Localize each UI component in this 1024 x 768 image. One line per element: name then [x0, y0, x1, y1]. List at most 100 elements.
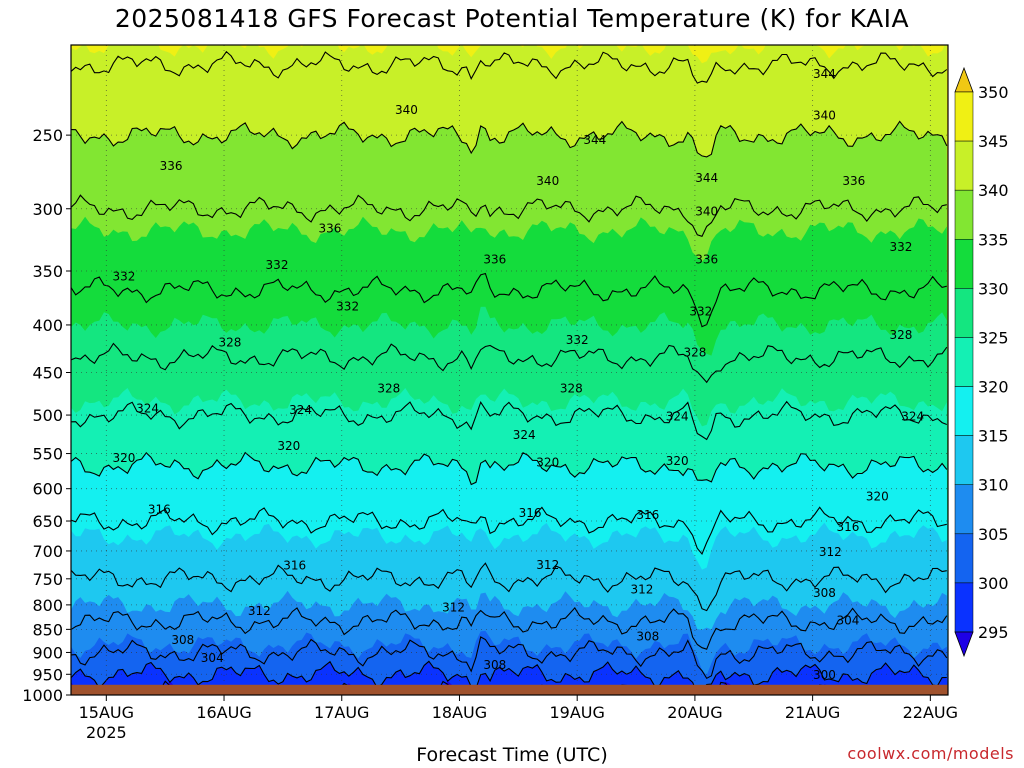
colorbar-swatch — [954, 288, 974, 338]
contour-label: 332 — [336, 299, 359, 313]
contour-label: 316 — [148, 503, 171, 517]
contour-label: 312 — [819, 545, 842, 559]
contour-300 — [71, 660, 947, 694]
contour-label: 328 — [889, 328, 912, 342]
x-axis-label: Forecast Time (UTC) — [416, 744, 608, 766]
contour-label: 332 — [566, 333, 589, 347]
contour-336 — [71, 194, 947, 237]
chart-title: 2025081418 GFS Forecast Potential Temper… — [114, 4, 910, 33]
colorbar-swatch — [954, 189, 974, 240]
contour-label: 324 — [136, 402, 159, 416]
contour-label: 340 — [395, 103, 418, 117]
contour-label: 300 — [813, 668, 836, 682]
x-tick-label: 17AUG — [314, 703, 369, 722]
colorbar-label: 350 — [978, 83, 1009, 102]
x-tick-label: 15AUG — [79, 703, 134, 722]
x-tick-label: 22AUG — [903, 703, 958, 722]
colorbar-swatch — [954, 582, 974, 633]
y-tick-label: 450 — [32, 364, 63, 383]
y-tick-label: 250 — [32, 126, 63, 145]
theta-contours — [71, 0, 948, 695]
contour-320 — [71, 451, 948, 486]
contour-label: 332 — [689, 305, 712, 319]
y-tick-label: 750 — [32, 570, 63, 589]
contour-308 — [71, 606, 948, 650]
colorbar-label: 330 — [978, 279, 1009, 298]
contour-label: 304 — [836, 614, 859, 628]
colorbar-swatch — [954, 386, 974, 436]
contour-label: 312 — [248, 604, 271, 618]
colorbar-swatch — [954, 484, 974, 535]
contour-304 — [71, 636, 948, 680]
y-tick-label: 650 — [32, 512, 63, 531]
colorbar-top-arrow — [954, 66, 974, 93]
contour-324 — [71, 400, 948, 441]
contour-label: 308 — [636, 629, 659, 643]
contour-label: 336 — [319, 221, 342, 235]
colorbar-swatch — [954, 140, 974, 191]
contour-label: 328 — [683, 345, 706, 359]
colorbar-label: 315 — [978, 427, 1009, 446]
contour-label: 312 — [630, 582, 653, 596]
y-axis: 250 300 350 400 450 500 550 600 650 700 750 800 850 9… — [22, 126, 71, 705]
contour-label: 324 — [289, 403, 312, 417]
contour-label: 332 — [113, 270, 136, 284]
y-tick-label: 1000 — [22, 686, 63, 705]
contour-label: 316 — [636, 508, 659, 522]
x-axis: 15AUG 16AUG 17AUG 18AUG 19AUG 20AUG 21AUG 22AUG… — [79, 695, 958, 742]
y-tick-label: 950 — [32, 665, 63, 684]
colorbar-label: 335 — [978, 230, 1009, 249]
contour-label: 336 — [483, 252, 506, 266]
contour-label: 320 — [666, 454, 689, 468]
ground-layer — [71, 684, 948, 695]
contour-label: 340 — [695, 204, 718, 218]
contour-348 — [71, 0, 947, 25]
contour-label: 328 — [377, 381, 400, 395]
contour-332 — [71, 272, 947, 328]
colorbar-label: 310 — [978, 476, 1009, 495]
contour-label: 320 — [113, 451, 136, 465]
colorbar-swatch — [954, 533, 974, 584]
contour-label: 344 — [813, 67, 836, 81]
contour-labels: 340 336 336 332 332 336 344 340 344 340 336 344 340 3… — [113, 67, 925, 682]
contour-label: 324 — [513, 428, 536, 442]
y-tick-label: 500 — [32, 406, 63, 425]
colorbar-label: 305 — [978, 525, 1009, 544]
y-tick-label: 300 — [32, 200, 63, 219]
contour-label: 316 — [283, 559, 306, 573]
colorbar-label: 300 — [978, 574, 1009, 593]
y-tick-label: 550 — [32, 445, 63, 464]
contour-label: 308 — [171, 633, 194, 647]
grid-lines — [71, 45, 948, 695]
contour-344 — [71, 50, 948, 84]
y-tick-label: 900 — [32, 643, 63, 662]
contour-label: 336 — [160, 159, 183, 173]
contour-label: 340 — [813, 108, 836, 122]
x-year-label: 2025 — [86, 723, 127, 742]
contour-label: 324 — [666, 410, 689, 424]
contour-label: 328 — [218, 336, 241, 350]
colorbar-legend: 350 345 340 335 330 325 320 315 310 305 300 295 — [954, 66, 1009, 658]
contour-label: 320 — [536, 455, 559, 469]
x-tick-label: 16AUG — [196, 703, 251, 722]
y-tick-label: 600 — [32, 480, 63, 499]
watermark: coolwx.com/models — [847, 744, 1014, 763]
contour-label: 308 — [483, 658, 506, 672]
y-tick-label: 800 — [32, 596, 63, 615]
contour-label: 328 — [560, 381, 583, 395]
contour-label: 344 — [695, 171, 718, 185]
contour-label: 304 — [201, 651, 224, 665]
x-tick-label: 18AUG — [432, 703, 487, 722]
contour-label: 312 — [536, 558, 559, 572]
colorbar-label: 340 — [978, 181, 1009, 200]
contour-label: 324 — [901, 410, 924, 424]
contour-label: 340 — [536, 174, 559, 188]
y-tick-label: 850 — [32, 620, 63, 639]
contour-label: 320 — [866, 490, 889, 504]
contour-label: 316 — [836, 520, 859, 534]
contour-label: 308 — [813, 586, 836, 600]
y-tick-label: 400 — [32, 316, 63, 335]
colorbar-label: 325 — [978, 328, 1009, 347]
colorbar-label: 295 — [978, 623, 1009, 642]
